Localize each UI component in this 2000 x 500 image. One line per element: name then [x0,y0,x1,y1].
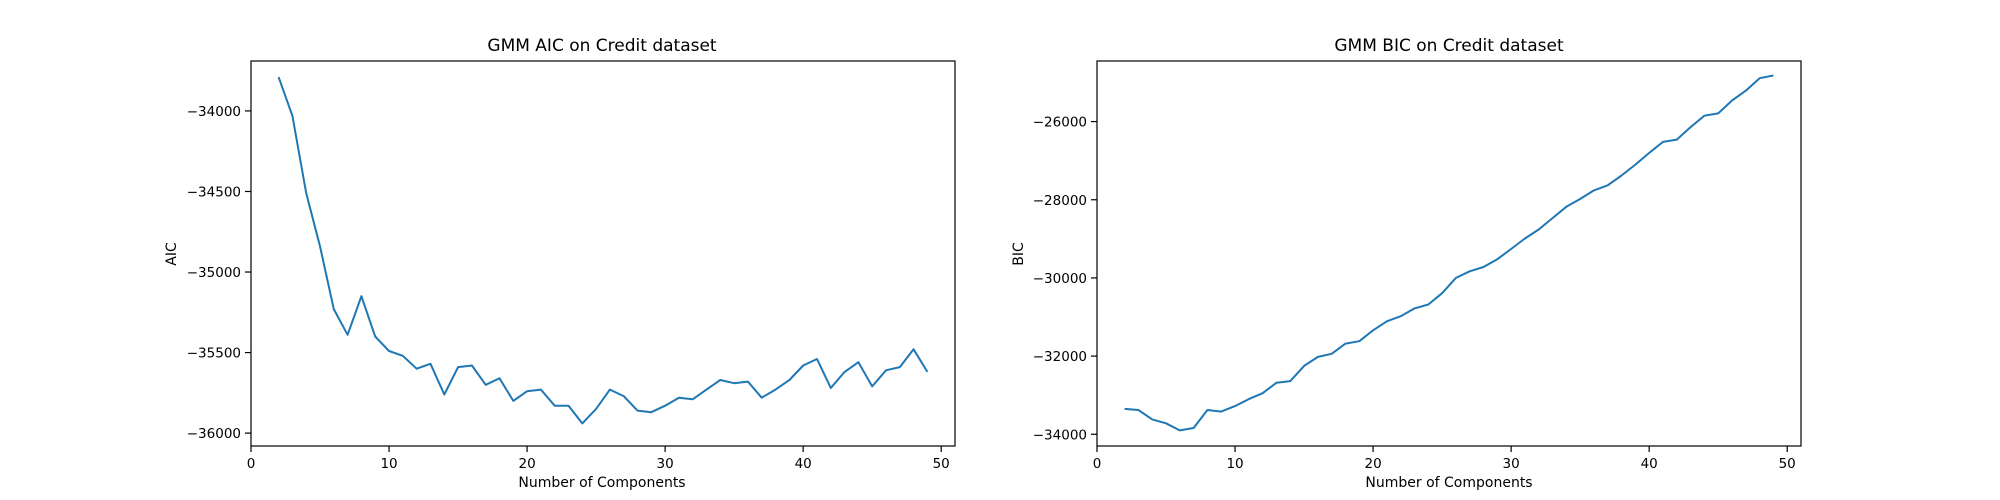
bic-y-tick-label: −28000 [1033,193,1087,209]
aic-plot-area [250,60,956,447]
bic-y-tick-label: −32000 [1033,349,1087,365]
aic-x-tick-label: 50 [933,456,950,472]
aic-x-tick-label: 20 [518,456,535,472]
aic-x-tick-label: 0 [247,456,256,472]
aic-y-tick-label: −35000 [187,265,241,281]
aic-y-tick-label: −36000 [187,426,241,442]
aic-x-axis-label: Number of Components [518,475,685,491]
aic-x-tick-label: 40 [795,456,812,472]
aic-y-tick-label: −34000 [187,104,241,120]
bic-y-axis-label: BIC [1011,242,1027,266]
bic-plot-area [1096,60,1802,447]
aic-x-tick-label: 10 [380,456,397,472]
bic-x-tick-label: 30 [1503,456,1520,472]
bic-x-tick-label: 0 [1093,456,1102,472]
bic-x-tick-label: 10 [1226,456,1243,472]
bic-x-axis-label: Number of Components [1365,475,1532,491]
bic-ticks: 0 10 20 30 40 50 −34000 −32000 −30000 −28000 −2600… [1033,115,1796,472]
bic-x-tick-label: 50 [1779,456,1796,472]
aic-y-axis-label: AIC [164,242,180,266]
aic-series-line [277,76,929,425]
aic-y-tick-label: −34500 [187,184,241,200]
aic-x-tick-label: 30 [657,456,674,472]
aic-ticks: 0 10 20 30 40 50 −36000 −35500 −35000 −34500 −3400… [187,104,950,472]
bic-x-tick-label: 40 [1641,456,1658,472]
bic-chart-title: GMM BIC on Credit dataset [1334,36,1564,56]
bic-y-tick-label: −30000 [1033,271,1087,287]
bic-y-tick-label: −26000 [1033,115,1087,131]
aic-chart: GMM AIC on Credit dataset Number of Comp… [164,36,956,491]
bic-y-tick-label: −34000 [1033,427,1087,443]
aic-chart-title: GMM AIC on Credit dataset [487,36,717,56]
bic-chart: GMM BIC on Credit dataset Number of Comp… [1011,36,1802,491]
bic-x-tick-label: 20 [1364,456,1381,472]
bic-series-line [1124,74,1774,432]
aic-y-tick-label: −35500 [187,346,241,362]
